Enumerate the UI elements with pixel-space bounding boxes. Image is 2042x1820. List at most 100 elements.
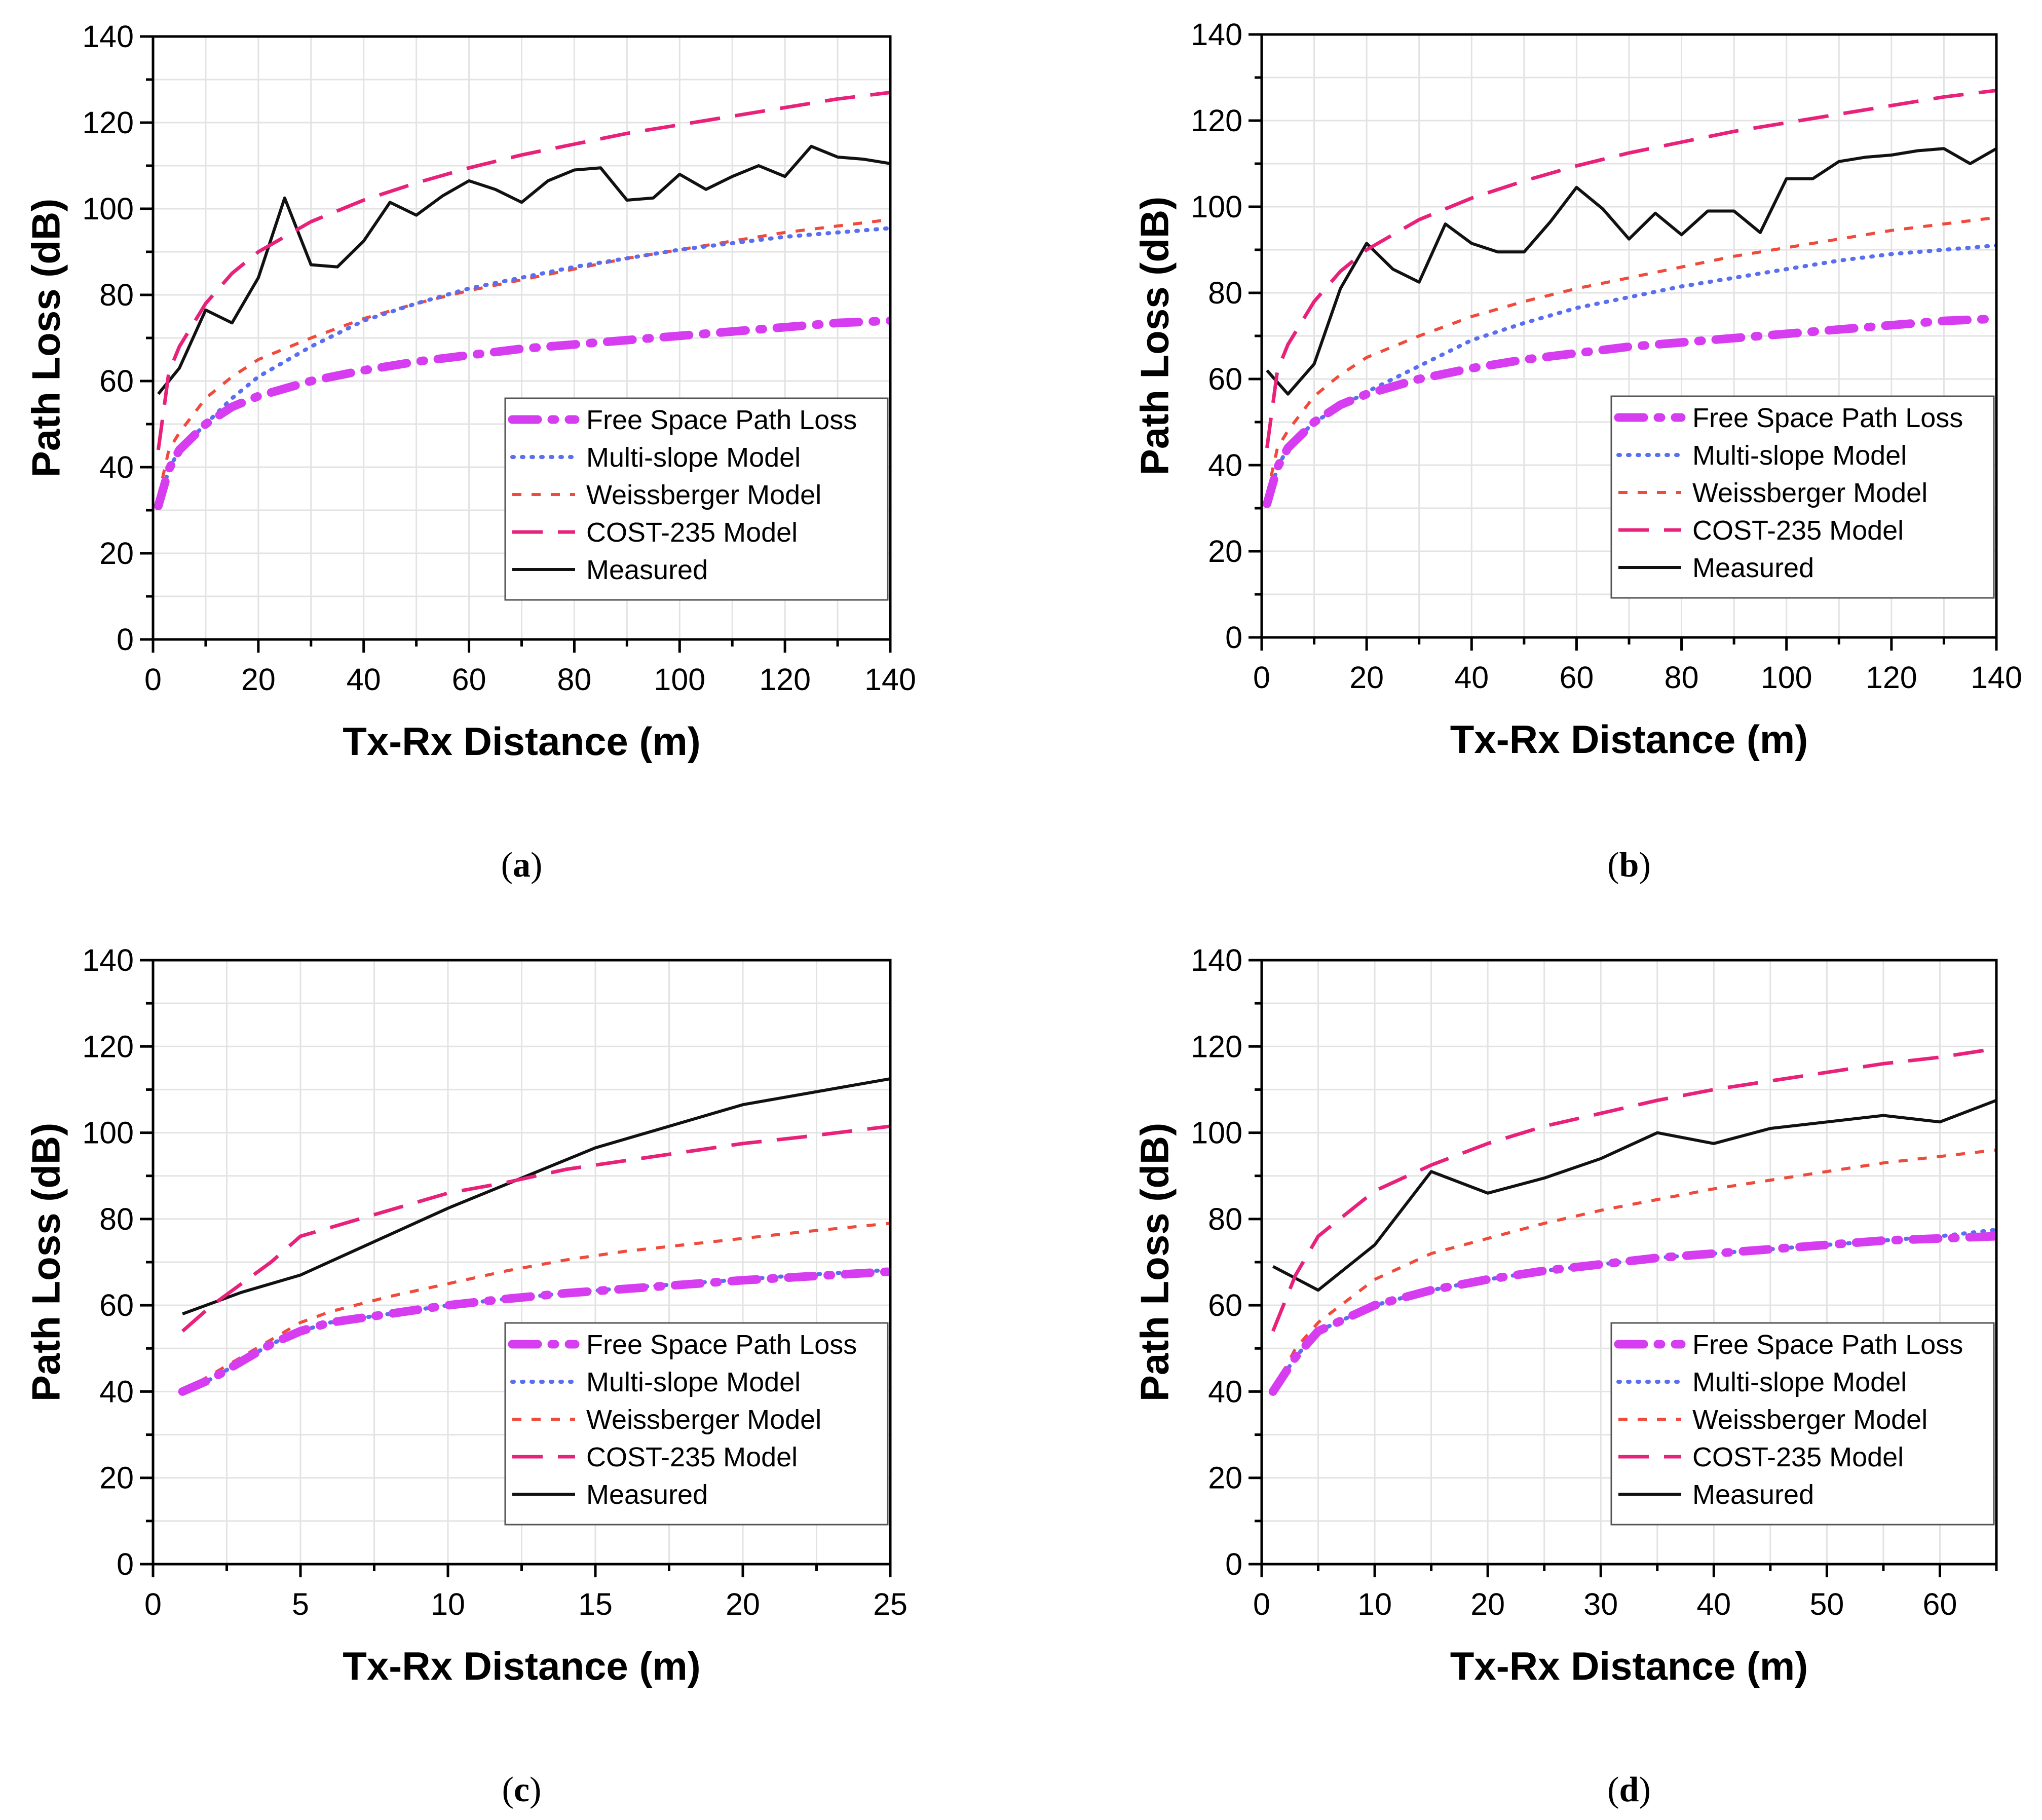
panel-caption: (c)	[502, 1770, 542, 1809]
y-tick-label: 40	[99, 1374, 134, 1409]
x-tick-label: 40	[347, 662, 381, 697]
y-tick-label: 120	[1191, 103, 1242, 138]
legend-label: COST-235 Model	[1692, 1442, 1904, 1472]
y-tick-label: 120	[1191, 1029, 1242, 1064]
y-tick-label: 100	[1191, 1116, 1242, 1150]
y-tick-label: 100	[1191, 189, 1242, 224]
legend-label: Multi-slope Model	[1692, 440, 1907, 471]
caption-letter: a	[513, 846, 531, 885]
x-tick-label: 120	[1866, 660, 1917, 695]
x-tick-label: 60	[452, 662, 486, 697]
x-tick-label: 80	[1665, 660, 1699, 695]
caption-open-paren: (	[502, 1770, 514, 1809]
legend-label: Measured	[1692, 553, 1814, 583]
x-axis-title: Tx-Rx Distance (m)	[1450, 717, 1808, 762]
caption-letter: c	[514, 1770, 530, 1809]
x-tick-label: 100	[654, 662, 705, 697]
legend-label: COST-235 Model	[586, 1442, 798, 1472]
y-tick-label: 40	[99, 450, 134, 484]
y-tick-label: 60	[99, 1288, 134, 1322]
x-tick-label: 60	[1923, 1587, 1957, 1621]
series-line-short-dash	[1265, 216, 1996, 496]
x-tick-label: 40	[1454, 660, 1489, 695]
series-line-fspl	[178, 1267, 890, 1396]
series-group	[1268, 1047, 1996, 1396]
panel-caption: (b)	[1607, 846, 1651, 885]
series-line-long-dash	[181, 1124, 890, 1333]
chart-panel-d: 0 20 40 60 80 100 120 140 0 10 20 30 40 50 60 Tx-Rx Dis…	[1132, 943, 1998, 1809]
y-tick-label: 120	[82, 105, 134, 140]
y-tick-label: 80	[1208, 1202, 1242, 1236]
series-line-fspl	[154, 316, 890, 510]
x-tick-label: 140	[864, 662, 916, 697]
series-line-long-dash	[1271, 1047, 1996, 1332]
legend-label: Multi-slope Model	[586, 442, 801, 473]
series-group	[1262, 89, 1996, 508]
series-line-long-dash	[156, 91, 890, 450]
y-tick-label: 100	[82, 1116, 134, 1150]
chart-panel-b: 0 20 40 60 80 100 120 140 0 20 40 60 80 100 120 140 Tx-R…	[1132, 17, 2022, 885]
x-tick-label: 120	[759, 662, 811, 697]
y-tick-label: 140	[1191, 943, 1242, 977]
y-tick-label: 40	[1208, 448, 1242, 482]
legend-label: Free Space Path Loss	[1692, 403, 1963, 433]
legend-box	[504, 1322, 889, 1526]
series-line-fspl	[1268, 1232, 1996, 1396]
series-line-dotted	[1265, 243, 1996, 506]
series-line-dotted	[156, 226, 890, 508]
x-tick-label: 10	[1357, 1587, 1392, 1621]
legend-label: Free Space Path Loss	[586, 405, 857, 435]
series-group	[154, 91, 890, 510]
y-tick-label: 40	[1208, 1374, 1242, 1409]
legend-label: Measured	[586, 1480, 708, 1510]
x-tick-label: 5	[292, 1587, 309, 1621]
y-tick-label: 20	[1208, 1461, 1242, 1495]
panel-caption: (d)	[1607, 1770, 1651, 1809]
legend: Free Space Path Loss Multi-slope Model Wei…	[504, 397, 889, 601]
y-axis-title: Path Loss (dB)	[1132, 197, 1177, 475]
y-axis-title: Path Loss (dB)	[24, 1123, 68, 1401]
legend-box	[1610, 395, 1995, 599]
legend-label: Multi-slope Model	[1692, 1367, 1907, 1397]
x-axis-title: Tx-Rx Distance (m)	[343, 1644, 701, 1688]
legend-label: Multi-slope Model	[586, 1367, 801, 1397]
series-line-short-dash	[157, 218, 890, 498]
legend-label: COST-235 Model	[1692, 515, 1904, 546]
y-tick-label: 0	[117, 1547, 134, 1581]
y-tick-label: 60	[1208, 1288, 1242, 1322]
x-tick-label: 20	[1470, 1587, 1505, 1621]
y-axis-title: Path Loss (dB)	[24, 199, 68, 477]
y-tick-label: 0	[1225, 1547, 1242, 1581]
x-tick-label: 30	[1583, 1587, 1618, 1621]
legend-box	[1610, 1322, 1995, 1526]
y-tick-label: 60	[1208, 362, 1242, 396]
legend-label: Measured	[1692, 1480, 1814, 1510]
x-tick-label: 60	[1559, 660, 1594, 695]
y-tick-label: 100	[82, 192, 134, 226]
x-tick-label: 40	[1696, 1587, 1731, 1621]
chart-panel-c: 0 20 40 60 80 100 120 140 0 5 10 15 20 25 Tx-Rx Distan…	[24, 943, 907, 1809]
x-tick-label: 80	[557, 662, 591, 697]
x-tick-label: 25	[873, 1587, 907, 1621]
caption-open-paren: (	[501, 846, 513, 885]
legend: Free Space Path Loss Multi-slope Model Wei…	[504, 1322, 889, 1526]
y-tick-label: 140	[1191, 17, 1242, 52]
y-tick-label: 20	[99, 1461, 134, 1495]
x-tick-label: 0	[1253, 660, 1270, 695]
legend-label: Weissberger Model	[1692, 1405, 1927, 1435]
x-tick-label: 20	[726, 1587, 760, 1621]
series-line-long-dash	[1265, 89, 1996, 448]
y-tick-label: 140	[82, 943, 134, 977]
caption-open-paren: (	[1607, 1770, 1619, 1809]
series-line-fspl	[1262, 314, 1996, 508]
caption-close-paren: )	[530, 1770, 541, 1809]
chart-panel-a: 0 20 40 60 80 100 120 140 0 20 40 60 80 100 120 140 Tx-R…	[24, 19, 916, 885]
caption-close-paren: )	[1639, 846, 1650, 885]
x-tick-label: 0	[144, 1587, 162, 1621]
x-tick-label: 100	[1761, 660, 1812, 695]
panel-caption: (a)	[501, 846, 543, 885]
legend: Free Space Path Loss Multi-slope Model Wei…	[1610, 1322, 1995, 1526]
x-tick-label: 0	[144, 662, 162, 697]
series-line-solid	[1266, 147, 1996, 396]
x-tick-label: 15	[578, 1587, 613, 1621]
